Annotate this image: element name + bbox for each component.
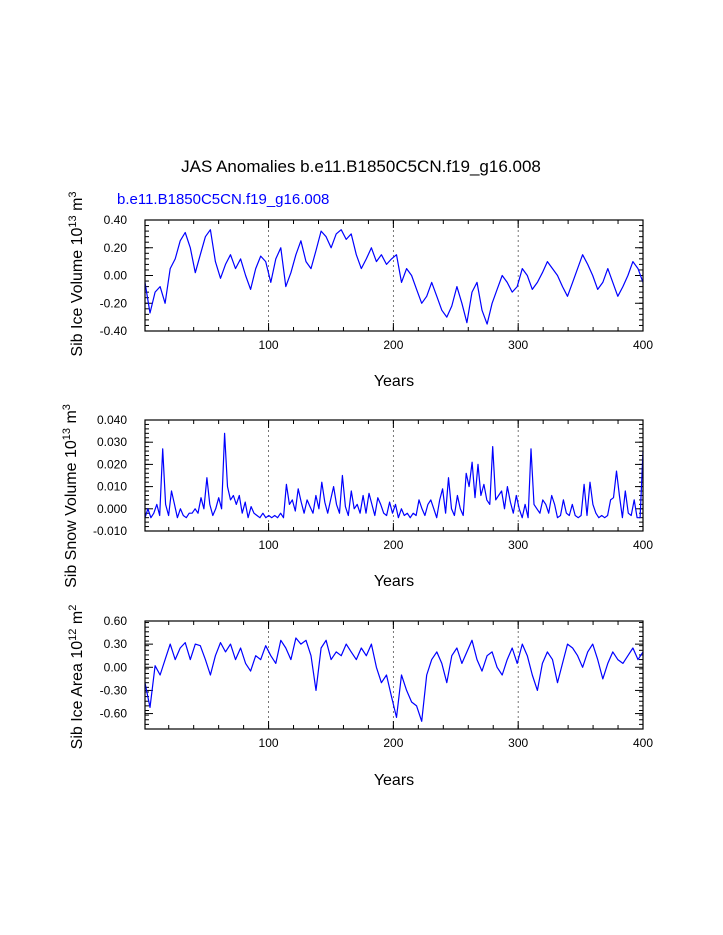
panel-3-ylabel-unit-exp: 2 — [67, 605, 79, 611]
panel-1-ytick-label-4: 0.40 — [104, 213, 128, 227]
panel-2-ytick-label-5: 0.040 — [97, 413, 127, 427]
panel-3-frame — [144, 620, 644, 730]
panel-3-ytick-label-3: 0.30 — [104, 637, 128, 651]
panel-2-series-line-0 — [144, 432, 644, 519]
panel-3-ylabel-main: Sib Ice Area 10 — [69, 641, 86, 750]
panel-3-series-line-0 — [144, 637, 644, 722]
panel-sib-ice-volume: b.e11.B1850C5CN.f19_g16.008 Years Sib Ic… — [67, 191, 653, 390]
panel-1-xtick-label-3: 400 — [633, 338, 653, 352]
panel-1-ytick-label-2: 0.00 — [104, 269, 128, 283]
panel-1-ylabel-unit-exp: 3 — [67, 191, 79, 197]
panel-1-ylabel-unit: m — [69, 198, 86, 216]
figure-title: JAS Anomalies b.e11.B1850C5CN.f19_g16.00… — [181, 157, 541, 176]
panel-3-xlabel: Years — [374, 772, 414, 789]
panel-3-xtick-label-0: 100 — [259, 736, 279, 750]
panel-1-ylabel-exp: 13 — [67, 215, 79, 227]
panel-sib-snow-volume: Years Sib Snow Volume 1013 m3 -0.010 0.00… — [61, 404, 653, 590]
panel-1-ylabel-main: Sib Ice Volume 10 — [69, 227, 86, 356]
panel-2-ylabel-unit: m — [63, 410, 80, 428]
panel-3-xtick-label-3: 400 — [633, 736, 653, 750]
panel-3-xtick-label-1: 200 — [383, 736, 403, 750]
panel-1-xtick-label-0: 100 — [259, 338, 279, 352]
panel-3-ytick-label-4: 0.60 — [104, 614, 128, 628]
panel-1-ytick-label-3: 0.20 — [104, 241, 128, 255]
panel-1-xlabel: Years — [374, 373, 414, 390]
panel-3-ylabel-exp: 12 — [67, 629, 79, 641]
panel-3-ylabel: Sib Ice Area 1012 m2 — [67, 605, 86, 750]
panel-1-xtick-label-2: 300 — [508, 338, 528, 352]
panel-1-subtitle: b.e11.B1850C5CN.f19_g16.008 — [117, 191, 329, 208]
panel-2-xtick-label-1: 200 — [383, 538, 403, 552]
panel-2-ylabel-unit-exp: 3 — [61, 404, 73, 410]
panel-2-ytick-label-2: 0.010 — [97, 480, 127, 494]
panel-1-ytick-label-1: -0.20 — [100, 296, 128, 310]
panel-1-frame — [144, 219, 644, 332]
panel-2-xtick-label-0: 100 — [259, 538, 279, 552]
panel-3-ytick-label-2: 0.00 — [104, 660, 128, 674]
panel-2-ytick-label-3: 0.020 — [97, 457, 127, 471]
panel-2-ytick-label-4: 0.030 — [97, 435, 127, 449]
panel-2-xtick-label-3: 400 — [633, 538, 653, 552]
panel-1-ytick-label-0: -0.40 — [100, 324, 128, 338]
panel-3-ylabel-unit: m — [69, 611, 86, 629]
panel-2-ytick-label-0: -0.010 — [93, 524, 127, 538]
panel-2-ylabel: Sib Snow Volume 1013 m3 — [61, 404, 80, 588]
panel-3-xtick-label-2: 300 — [508, 736, 528, 750]
panel-1-xtick-label-1: 200 — [383, 338, 403, 352]
panel-3-ytick-label-1: -0.30 — [100, 683, 128, 697]
panel-2-xtick-label-2: 300 — [508, 538, 528, 552]
panel-2-xlabel: Years — [374, 573, 414, 590]
panel-2-ylabel-main: Sib Snow Volume 10 — [63, 440, 80, 588]
panel-sib-ice-area: Years Sib Ice Area 1012 m2 -0.60 -0.30 0.0… — [67, 605, 653, 789]
panel-1-series-line-0 — [144, 229, 644, 325]
panel-2-ytick-label-1: 0.000 — [97, 502, 127, 516]
panel-3-ytick-label-0: -0.60 — [100, 707, 128, 721]
panel-2-ylabel-exp: 13 — [61, 428, 73, 440]
panel-2-frame — [144, 419, 644, 532]
panel-1-ylabel: Sib Ice Volume 1013 m3 — [67, 191, 86, 356]
